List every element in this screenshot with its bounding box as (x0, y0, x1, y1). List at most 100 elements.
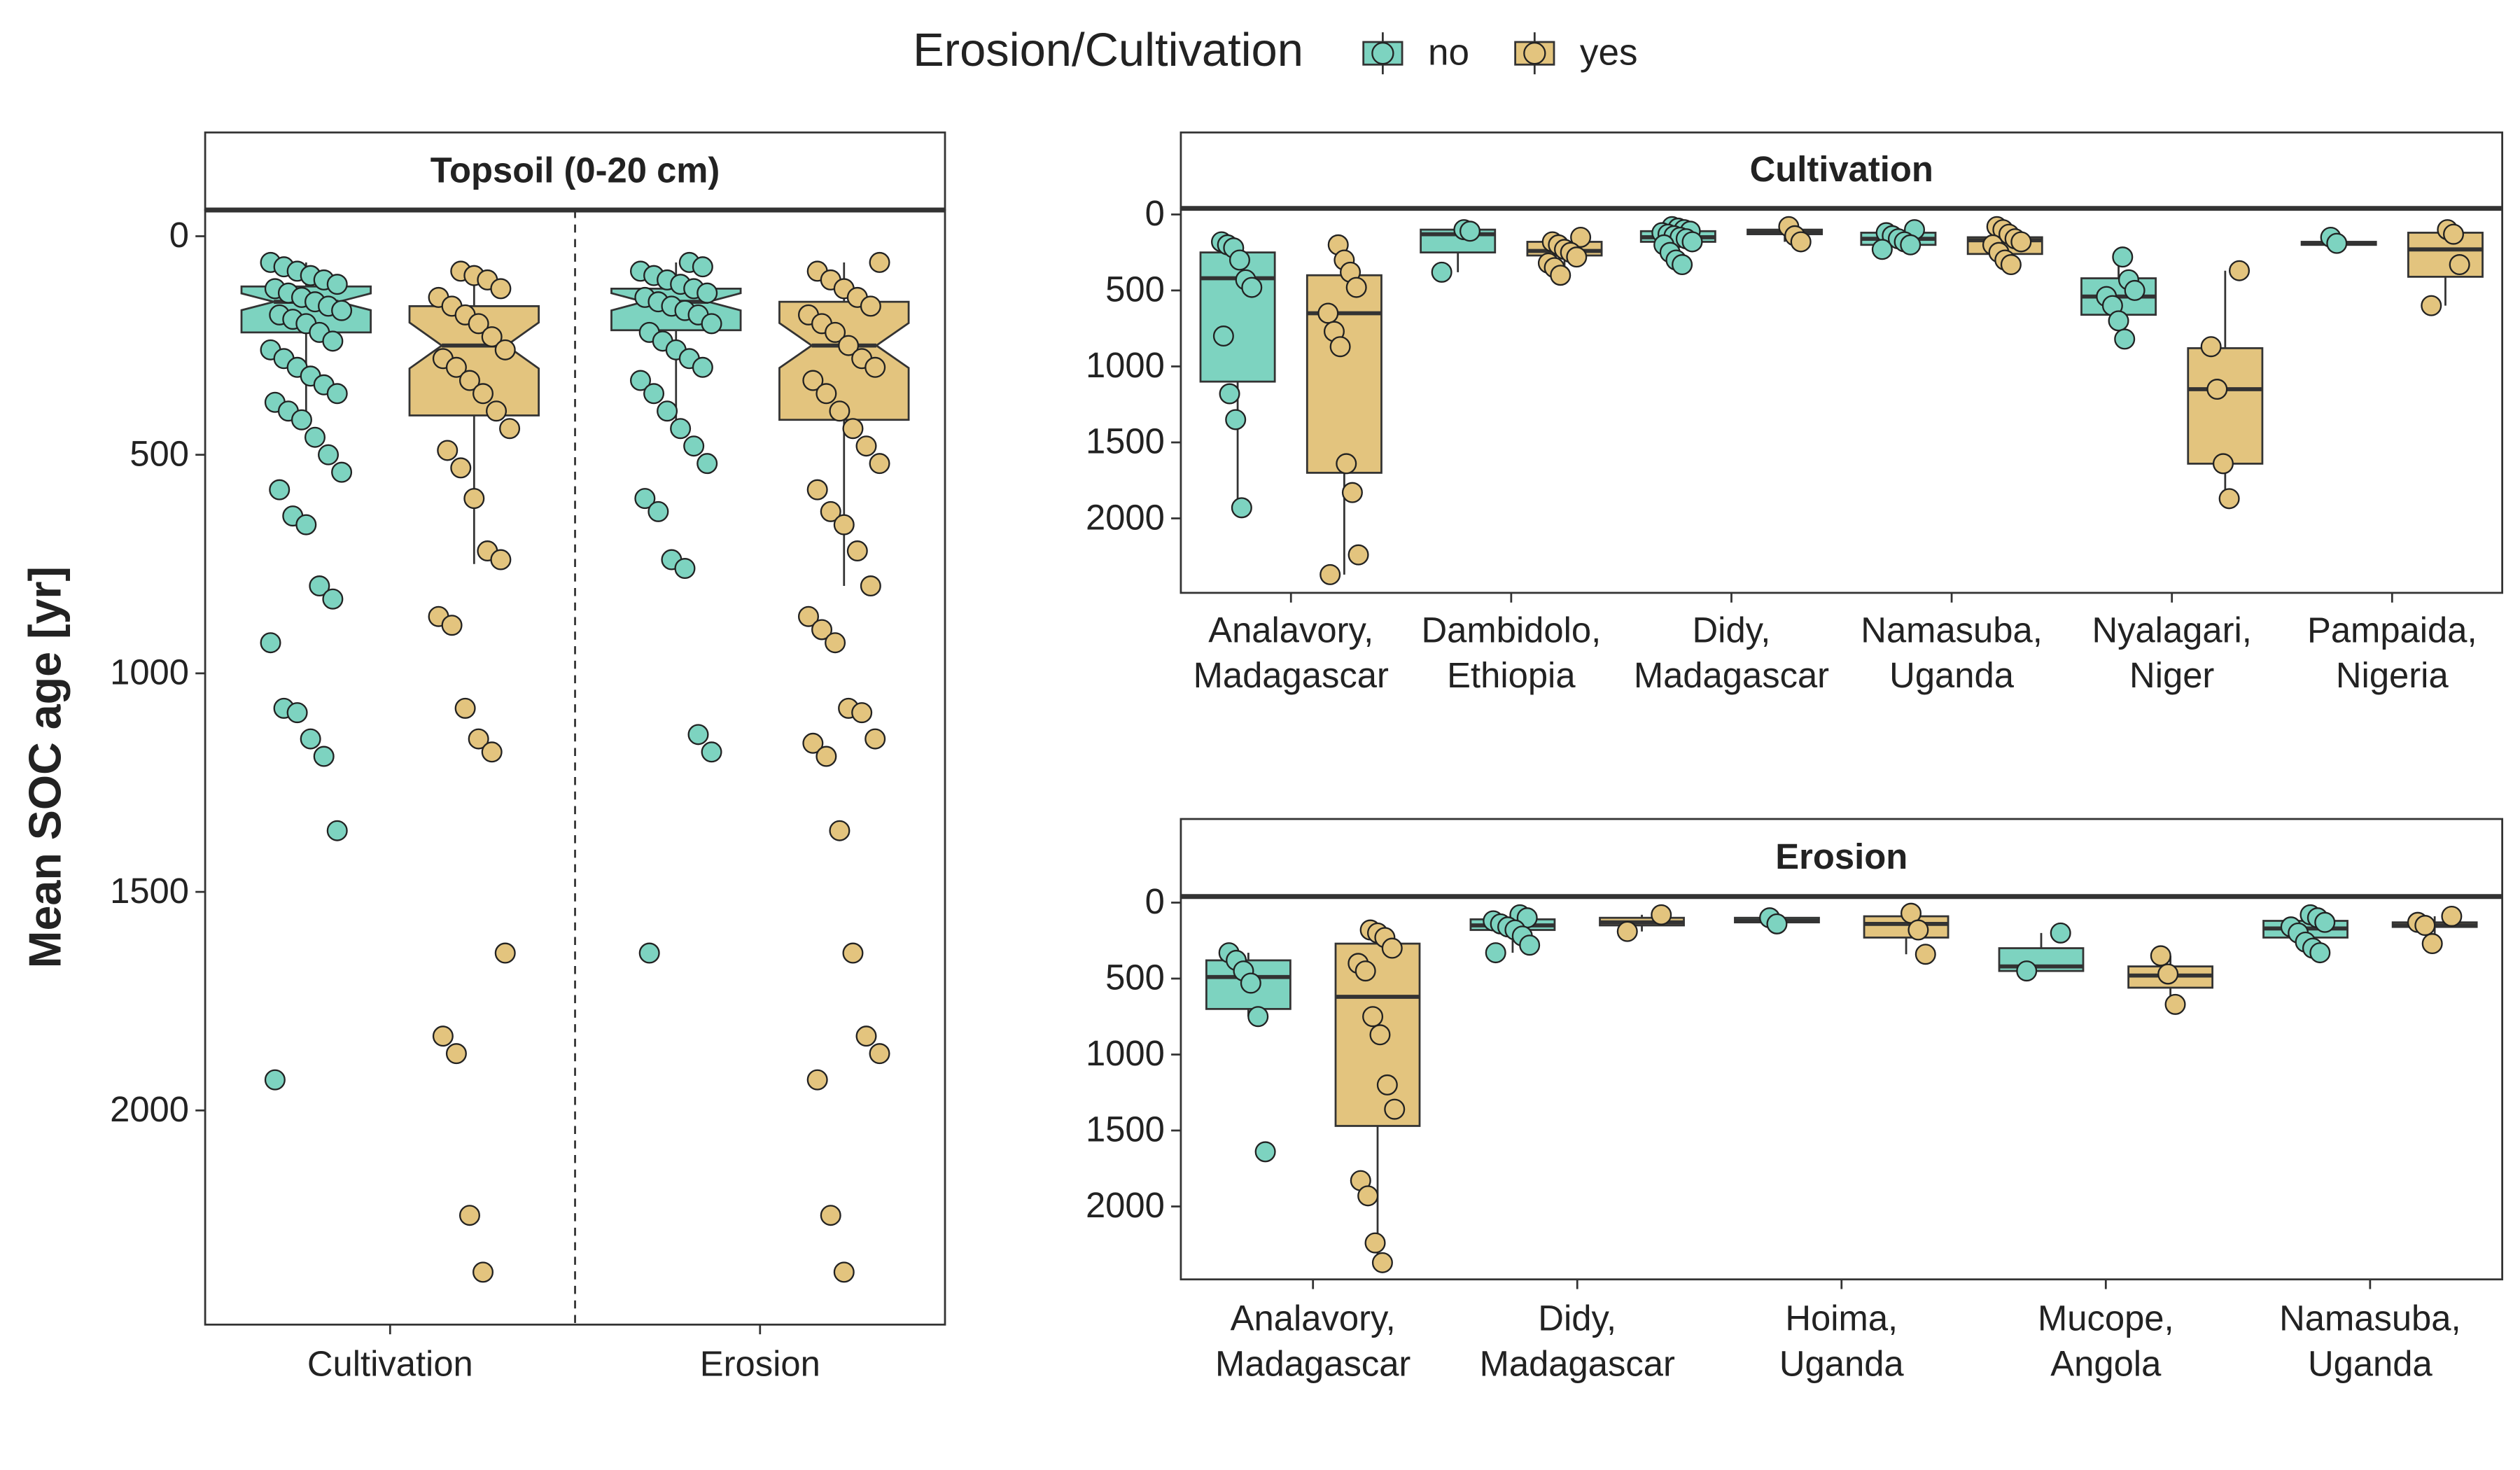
point (869, 453, 890, 475)
x-tick-label: Namasuba, Uganda (1861, 610, 2043, 696)
point (1766, 913, 1788, 934)
point (458, 1205, 480, 1226)
point (1364, 1232, 1386, 1254)
point (648, 500, 669, 522)
x-tick-label: Namasuba, Uganda (2279, 1298, 2461, 1384)
x-tick-label-line: Angola (2050, 1344, 2162, 1384)
point (326, 820, 348, 841)
y-tick-label: 2000 (1086, 497, 1165, 537)
point (463, 488, 485, 510)
point (2206, 379, 2228, 400)
box (1199, 251, 1276, 383)
strip (1180, 818, 2503, 898)
point (829, 400, 850, 422)
y-tick-label: 0 (1145, 881, 1165, 921)
point (683, 435, 705, 457)
y-tick-label: 0 (1145, 193, 1165, 233)
x-tick-label-line: Uganda (2308, 1344, 2433, 1384)
point (1247, 1006, 1269, 1028)
point (490, 549, 512, 570)
y-tick-label: 500 (1105, 958, 1165, 997)
y-tick-label: 500 (130, 433, 189, 473)
legend-key-point (1523, 41, 1546, 65)
point (860, 575, 881, 597)
y-tick-label: 1000 (110, 652, 189, 692)
point (472, 1261, 493, 1283)
x-tick-label-line: Madagascar (1194, 656, 1389, 696)
y-tick-label: 1500 (110, 871, 189, 911)
point (450, 457, 472, 479)
point (864, 728, 886, 750)
point (494, 942, 516, 964)
point (846, 540, 868, 562)
point (1348, 544, 1369, 566)
point (2421, 933, 2443, 955)
point (2108, 310, 2129, 332)
point (851, 702, 873, 724)
point (264, 1069, 286, 1091)
point (696, 282, 718, 304)
point (486, 400, 507, 422)
point (1231, 497, 1252, 519)
point (322, 588, 344, 610)
point (692, 356, 713, 378)
point (1907, 919, 1929, 941)
point (864, 356, 886, 378)
point (820, 1205, 841, 1226)
x-tick-label-line: Namasuba, (1861, 610, 2043, 650)
point (1381, 937, 1403, 959)
point (855, 435, 877, 457)
point (318, 444, 340, 465)
point (1317, 302, 1339, 324)
point (842, 942, 864, 964)
x-tick-label-line: Erosion (700, 1344, 820, 1384)
point (2212, 453, 2234, 475)
point (1219, 383, 1240, 405)
x-tick-label-line: Niger (2129, 656, 2214, 696)
x-tick-label: Cultivation (307, 1344, 473, 1384)
point (1871, 239, 1893, 260)
point (1460, 220, 1480, 242)
x-tick-label-line: Nyalagari, (2092, 610, 2251, 650)
strip (1180, 131, 2503, 210)
point (1254, 1141, 1276, 1163)
box (2187, 347, 2264, 465)
x-tick-label: Analavory, Madagascar (1194, 610, 1389, 696)
point (643, 383, 665, 405)
point (2050, 922, 2071, 944)
point (806, 479, 828, 500)
point (490, 278, 512, 300)
y-tick-label: 500 (1105, 270, 1165, 309)
point (499, 418, 521, 440)
point (445, 1043, 467, 1065)
point (300, 728, 321, 750)
point (1431, 261, 1452, 283)
point (2414, 915, 2436, 937)
x-tick-label-line: Nigeria (2336, 656, 2449, 696)
point (331, 461, 353, 483)
box (408, 304, 540, 416)
point (1566, 246, 1588, 268)
point (1345, 276, 1367, 298)
point (2114, 328, 2136, 350)
point (1384, 1098, 1406, 1120)
y-tick-label: 1500 (1086, 421, 1165, 461)
point (2157, 963, 2179, 985)
point (1900, 234, 1921, 255)
strip (204, 131, 946, 211)
point (326, 274, 348, 295)
point (481, 326, 503, 348)
point (1336, 453, 1357, 475)
point (816, 383, 837, 405)
point (1672, 254, 1693, 276)
x-tick-label-line: Uganda (1779, 1344, 1905, 1384)
point (696, 453, 718, 475)
point (2229, 260, 2250, 281)
point (2314, 911, 2336, 933)
point (468, 313, 489, 335)
legend-label: no (1428, 31, 1469, 73)
point (2200, 336, 2222, 358)
point (432, 1026, 454, 1047)
point (692, 256, 713, 278)
